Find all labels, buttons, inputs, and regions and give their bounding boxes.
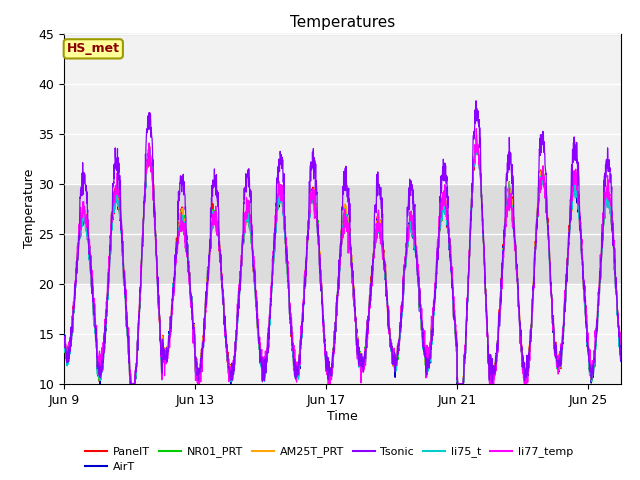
AM25T_PRT [228, 373, 236, 379]
Tsonic [499, 251, 507, 256]
li75_t [472, 136, 480, 142]
Text: HS_met: HS_met [67, 42, 120, 55]
AM25T_PRT [60, 336, 68, 342]
PanelT [473, 132, 481, 138]
li75_t [499, 256, 507, 262]
Line: AirT: AirT [64, 139, 621, 384]
Tsonic [617, 359, 625, 364]
NR01_PRT [499, 257, 507, 263]
li75_t [180, 227, 188, 233]
PanelT [228, 372, 236, 378]
li77_temp [173, 248, 181, 253]
Legend: PanelT, AirT, NR01_PRT, AM25T_PRT, Tsonic, li75_t, li77_temp: PanelT, AirT, NR01_PRT, AM25T_PRT, Tsoni… [81, 442, 577, 477]
li77_temp [617, 350, 625, 356]
Line: Tsonic: Tsonic [64, 101, 621, 384]
AM25T_PRT [173, 240, 181, 246]
PanelT [367, 301, 374, 307]
AirT [617, 355, 625, 361]
NR01_PRT [180, 221, 188, 227]
NR01_PRT [126, 381, 134, 387]
li75_t [228, 374, 236, 380]
Line: PanelT: PanelT [64, 135, 621, 384]
Tsonic [104, 291, 111, 297]
PanelT [617, 355, 625, 360]
li75_t [104, 293, 111, 299]
AM25T_PRT [367, 300, 374, 306]
AirT [499, 254, 507, 260]
Line: NR01_PRT: NR01_PRT [64, 137, 621, 384]
X-axis label: Time: Time [327, 409, 358, 422]
PanelT [127, 381, 134, 387]
li75_t [617, 359, 625, 364]
li75_t [60, 338, 68, 344]
li77_temp [60, 336, 68, 342]
li77_temp [472, 126, 480, 132]
Tsonic [472, 98, 480, 104]
li75_t [127, 381, 134, 387]
Y-axis label: Temperature: Temperature [22, 169, 36, 249]
li77_temp [228, 367, 236, 373]
NR01_PRT [367, 305, 374, 311]
Tsonic [60, 339, 68, 345]
NR01_PRT [472, 134, 480, 140]
AirT [104, 294, 112, 300]
PanelT [173, 235, 181, 241]
li75_t [367, 302, 374, 308]
Line: AM25T_PRT: AM25T_PRT [64, 141, 621, 384]
li77_temp [180, 226, 188, 231]
Line: li77_temp: li77_temp [64, 129, 621, 384]
AirT [60, 337, 68, 343]
AM25T_PRT [104, 286, 111, 292]
NR01_PRT [617, 357, 625, 363]
Bar [64, 184, 621, 284]
NR01_PRT [104, 291, 111, 297]
li77_temp [127, 381, 134, 387]
AM25T_PRT [473, 138, 481, 144]
Tsonic [367, 300, 374, 305]
NR01_PRT [228, 371, 236, 376]
li77_temp [367, 303, 374, 309]
li77_temp [104, 279, 111, 285]
AirT [367, 304, 374, 310]
NR01_PRT [173, 242, 181, 248]
li77_temp [499, 259, 507, 265]
NR01_PRT [60, 338, 68, 344]
PanelT [499, 256, 507, 262]
Line: li75_t: li75_t [64, 139, 621, 384]
PanelT [60, 336, 68, 342]
AirT [228, 372, 236, 378]
PanelT [180, 220, 188, 226]
Tsonic [228, 372, 236, 378]
AM25T_PRT [180, 222, 188, 228]
PanelT [104, 292, 111, 298]
AM25T_PRT [499, 253, 507, 259]
Tsonic [180, 191, 188, 197]
li75_t [173, 245, 181, 251]
AirT [472, 136, 480, 142]
AirT [96, 381, 104, 387]
Tsonic [127, 381, 135, 387]
AM25T_PRT [127, 381, 134, 387]
Tsonic [173, 240, 181, 246]
Title: Temperatures: Temperatures [290, 15, 395, 30]
AirT [173, 239, 181, 244]
AM25T_PRT [617, 354, 625, 360]
AirT [180, 225, 188, 230]
